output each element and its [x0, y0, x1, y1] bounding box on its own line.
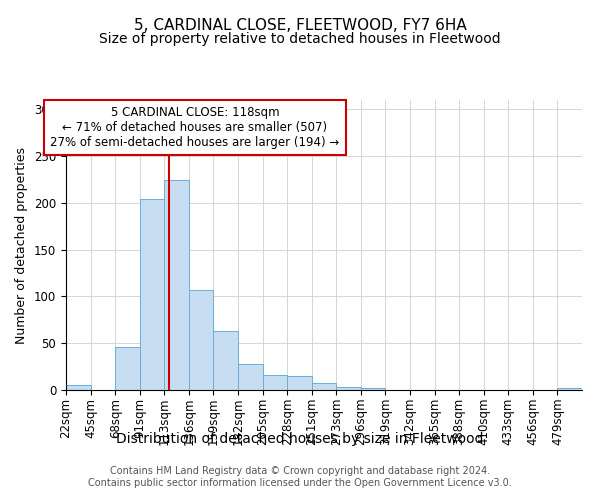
Bar	[361, 388, 385, 390]
Bar	[287, 376, 312, 390]
Text: Contains HM Land Registry data © Crown copyright and database right 2024.
Contai: Contains HM Land Registry data © Crown c…	[88, 466, 512, 487]
Bar	[263, 375, 287, 390]
Text: 5 CARDINAL CLOSE: 118sqm
← 71% of detached houses are smaller (507)
27% of semi-: 5 CARDINAL CLOSE: 118sqm ← 71% of detach…	[50, 106, 340, 149]
Bar	[214, 331, 238, 390]
Text: Size of property relative to detached houses in Fleetwood: Size of property relative to detached ho…	[99, 32, 501, 46]
Y-axis label: Number of detached properties: Number of detached properties	[16, 146, 28, 344]
Bar	[238, 364, 263, 390]
Text: Distribution of detached houses by size in Fleetwood: Distribution of detached houses by size …	[116, 432, 484, 446]
Bar	[336, 387, 361, 390]
Bar	[312, 384, 336, 390]
Bar	[115, 347, 140, 390]
Bar	[557, 388, 582, 390]
Bar	[189, 290, 214, 390]
Bar	[164, 180, 189, 390]
Bar	[66, 386, 91, 390]
Bar	[140, 199, 164, 390]
Text: 5, CARDINAL CLOSE, FLEETWOOD, FY7 6HA: 5, CARDINAL CLOSE, FLEETWOOD, FY7 6HA	[134, 18, 466, 32]
